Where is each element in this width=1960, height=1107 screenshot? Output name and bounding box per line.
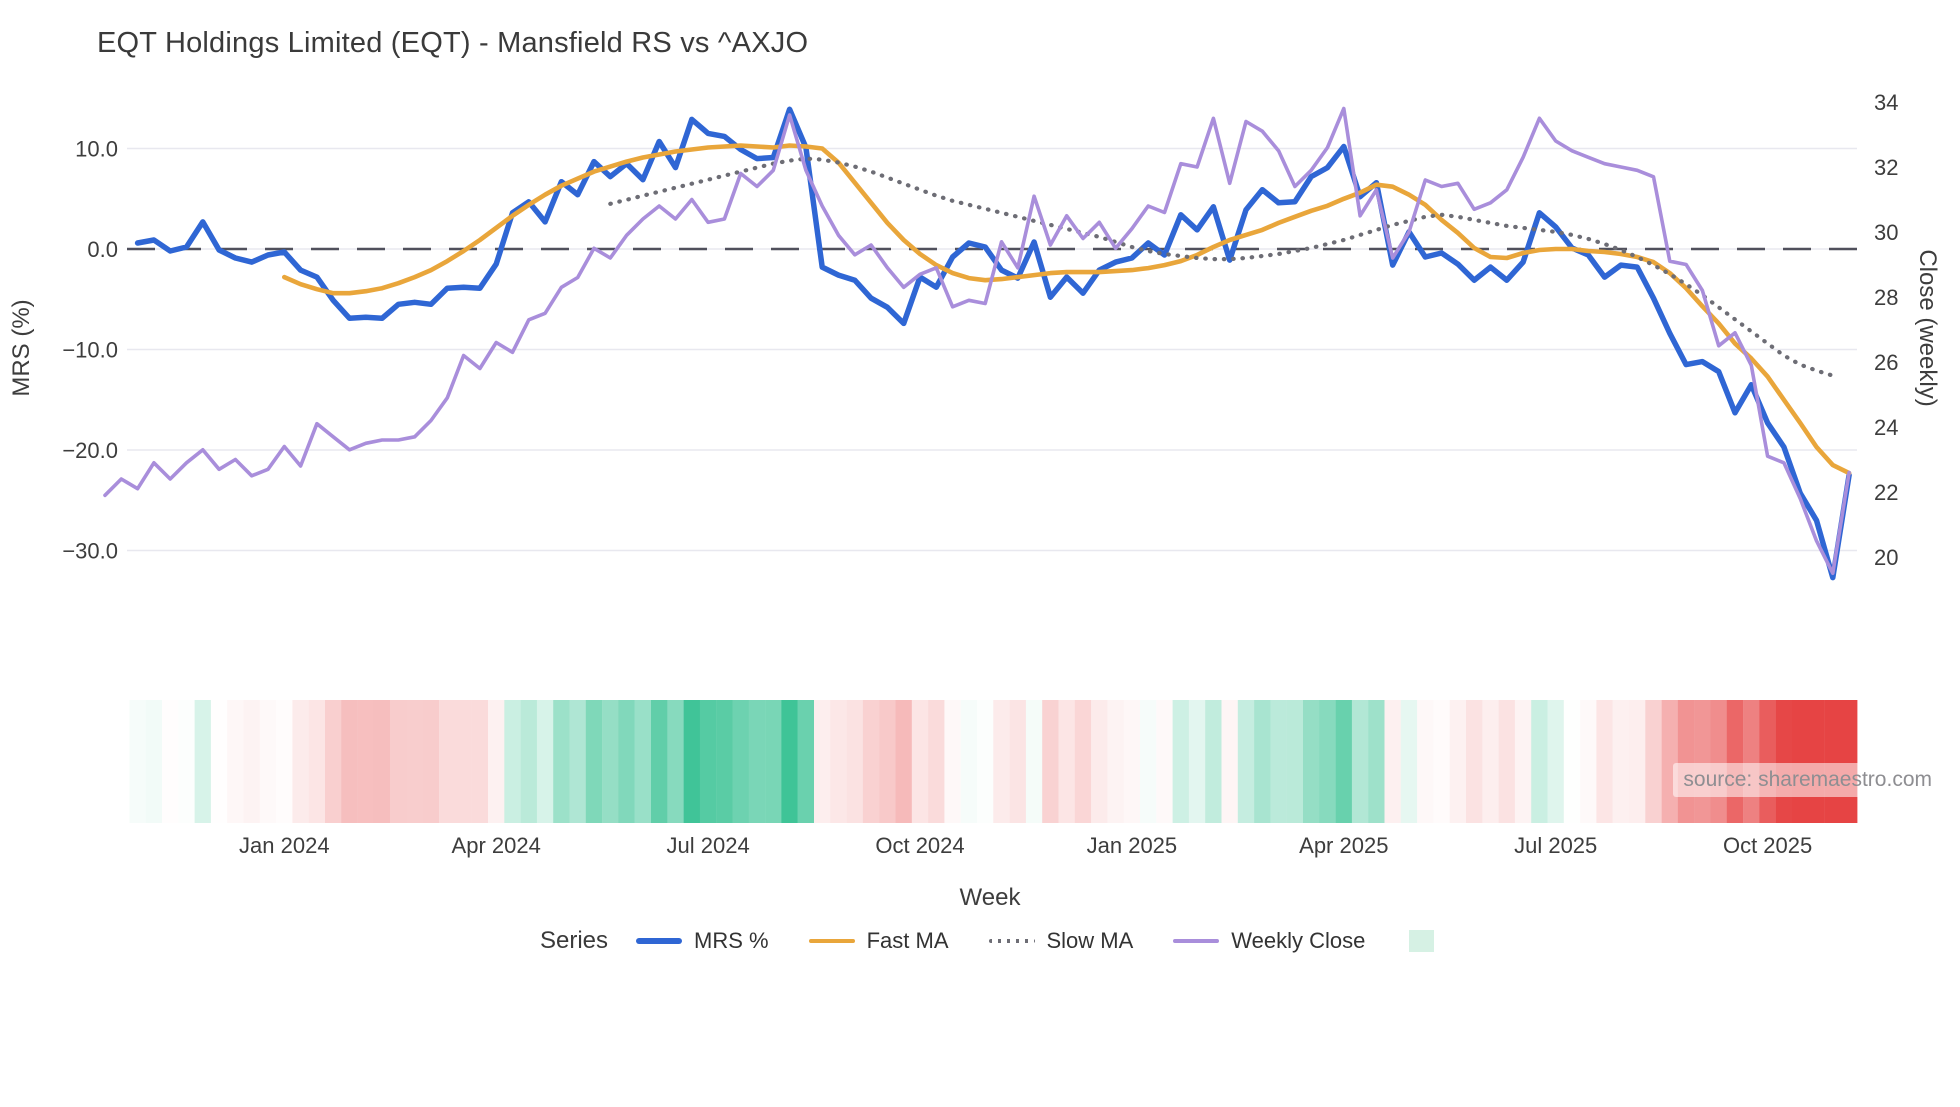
legend-item-weekly-close[interactable]: Weekly Close — [1173, 928, 1365, 954]
fast-ma-line-swatch-icon — [808, 938, 855, 944]
svg-text:0.0: 0.0 — [87, 237, 118, 262]
svg-text:Apr 2024: Apr 2024 — [452, 833, 541, 858]
svg-text:30: 30 — [1874, 220, 1898, 245]
legend-label-mrs: MRS % — [694, 928, 769, 953]
source-attribution: source: sharemaestro.com — [1673, 763, 1942, 797]
svg-text:26: 26 — [1874, 350, 1898, 375]
svg-text:Jul 2024: Jul 2024 — [667, 833, 750, 858]
y-axis-left-title: MRS (%) — [8, 299, 35, 397]
svg-text:20: 20 — [1874, 545, 1898, 570]
svg-text:−30.0: −30.0 — [62, 539, 118, 564]
svg-text:Jul 2025: Jul 2025 — [1514, 833, 1597, 858]
svg-text:10.0: 10.0 — [75, 137, 118, 162]
x-axis-title: Week — [959, 884, 1021, 911]
mrs-line-swatch-icon — [636, 938, 683, 944]
chart-title: EQT Holdings Limited (EQT) - Mansfield R… — [97, 27, 809, 60]
svg-text:−20.0: −20.0 — [62, 438, 118, 463]
y-axis-right-title: Close (weekly) — [1914, 249, 1941, 407]
svg-text:22: 22 — [1874, 480, 1898, 505]
legend-title: Series — [540, 927, 609, 954]
svg-text:24: 24 — [1874, 415, 1898, 440]
legend-label-slow-ma: Slow MA — [1046, 928, 1134, 953]
legend-item-slow-ma[interactable]: Slow MA — [988, 928, 1134, 954]
legend-label-fast-ma: Fast MA — [866, 928, 949, 953]
svg-text:32: 32 — [1874, 155, 1898, 180]
legend: Series MRS % Fast MA Slow MA Weekly Close — [540, 922, 1435, 960]
svg-text:28: 28 — [1874, 285, 1898, 310]
legend-label-weekly-close: Weekly Close — [1231, 928, 1366, 953]
svg-text:−10.0: −10.0 — [62, 338, 118, 363]
legend-item-mrs[interactable]: MRS % — [636, 928, 769, 954]
svg-text:Oct 2025: Oct 2025 — [1723, 833, 1812, 858]
svg-text:Jan 2025: Jan 2025 — [1087, 833, 1178, 858]
heatmap-swatch-icon[interactable] — [1409, 930, 1435, 952]
slow-ma-line-swatch-icon — [988, 939, 1035, 943]
svg-text:Apr 2025: Apr 2025 — [1299, 833, 1388, 858]
svg-text:Jan 2024: Jan 2024 — [239, 833, 330, 858]
legend-item-fast-ma[interactable]: Fast MA — [808, 928, 949, 954]
svg-text:34: 34 — [1874, 90, 1898, 115]
weekly-close-line-swatch-icon — [1173, 938, 1220, 944]
svg-text:Oct 2024: Oct 2024 — [875, 833, 964, 858]
